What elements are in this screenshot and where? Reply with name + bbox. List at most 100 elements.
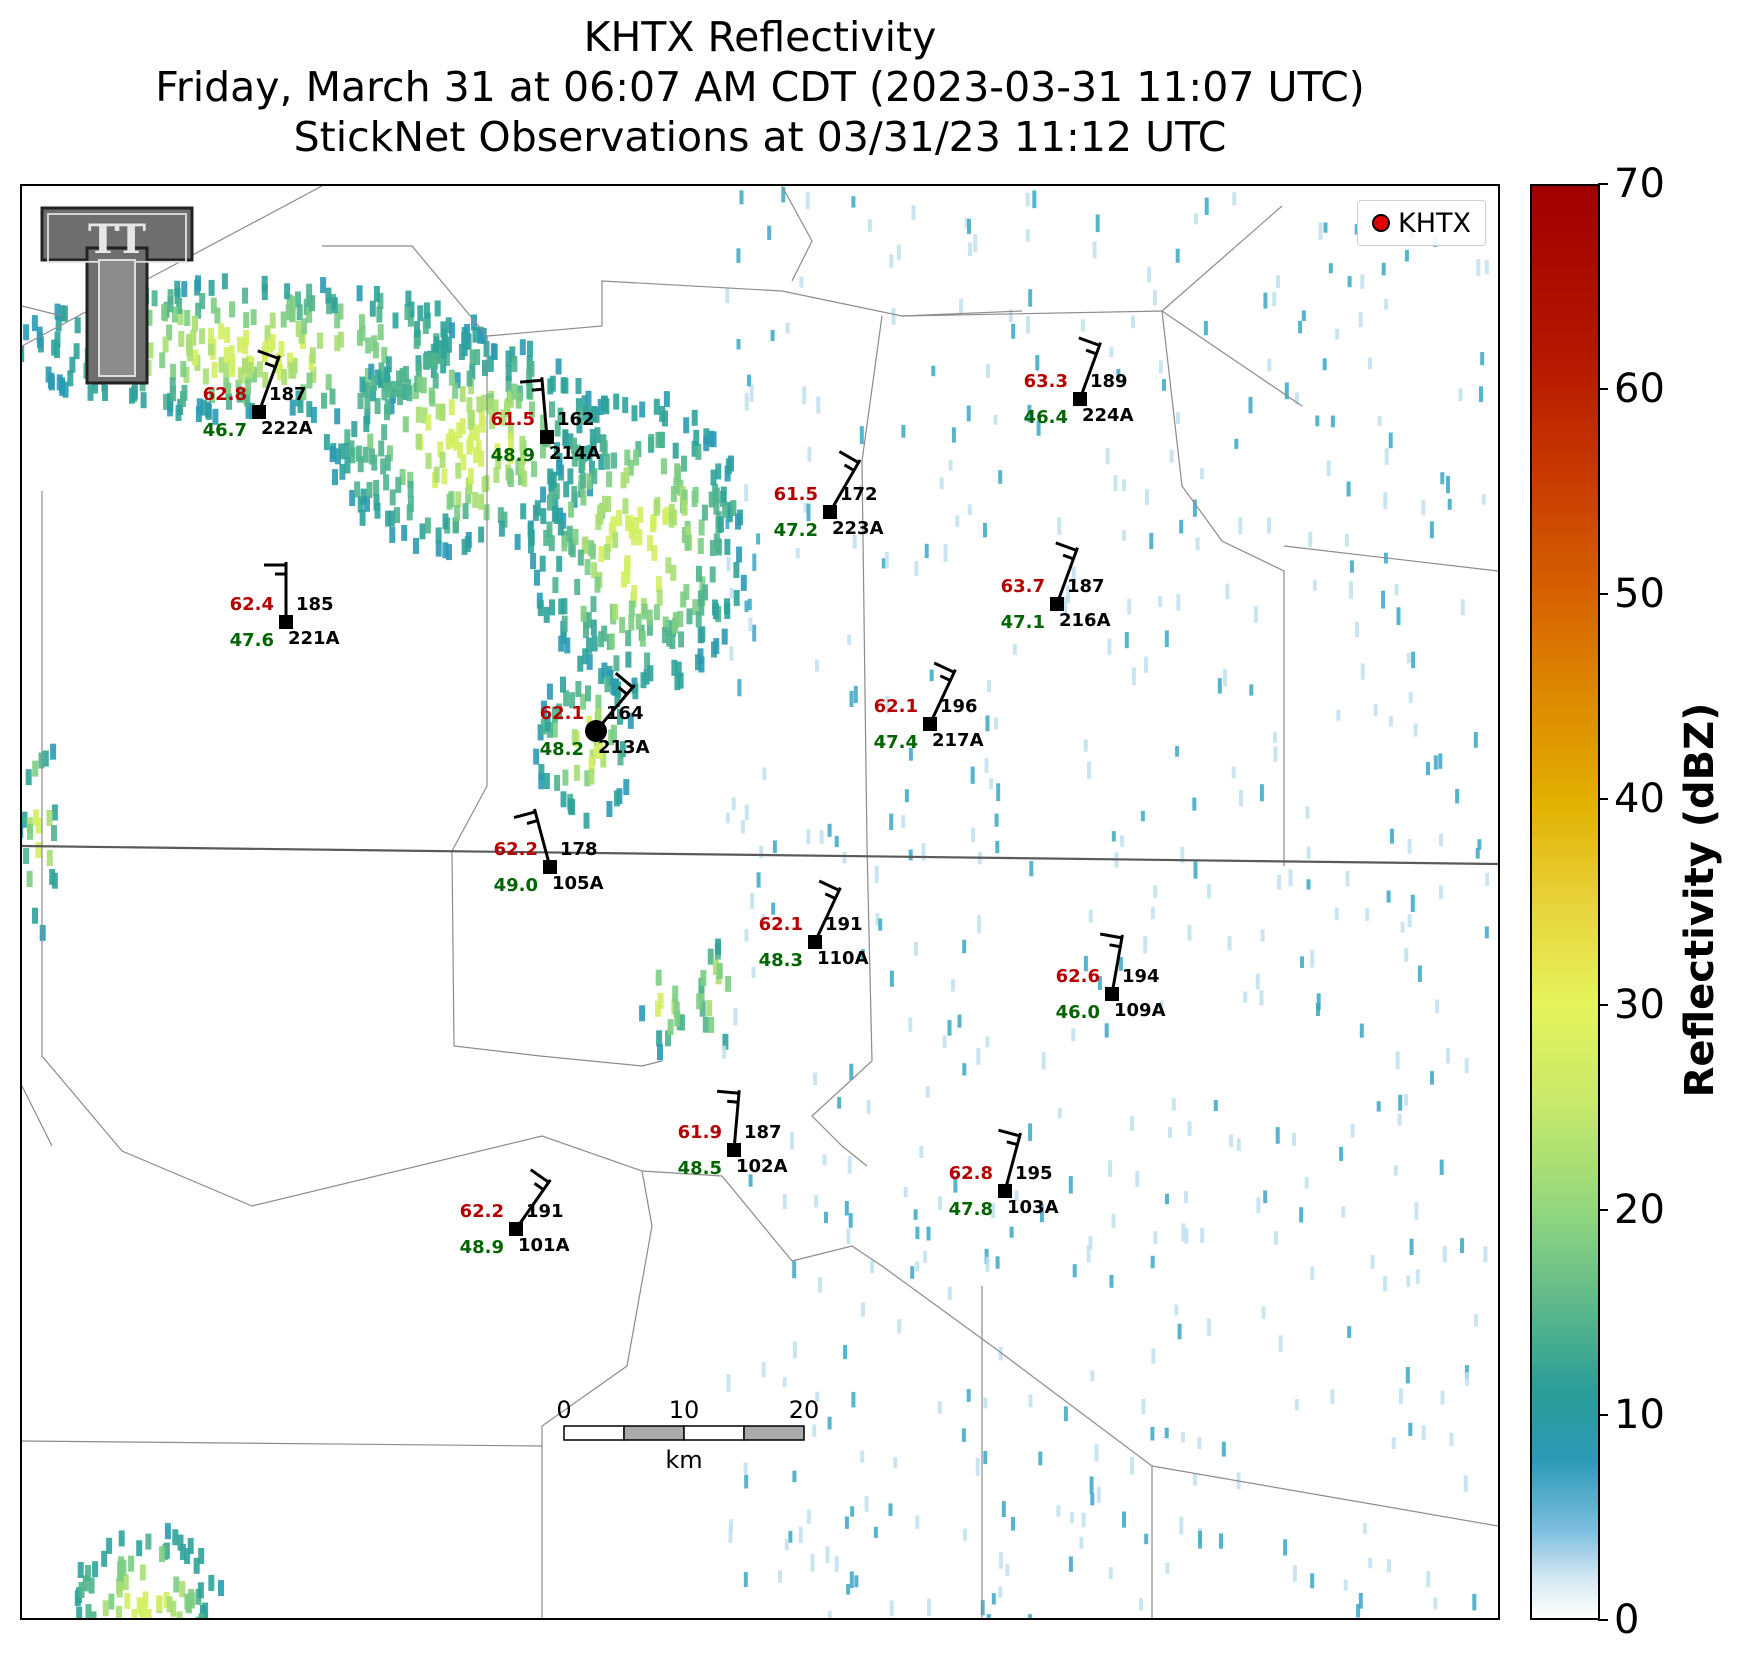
echo-speck bbox=[1409, 1238, 1414, 1256]
echo-speck bbox=[985, 715, 990, 732]
echo-cell bbox=[530, 553, 537, 569]
echo-cell bbox=[528, 360, 535, 377]
echo-cell bbox=[623, 467, 630, 484]
echo-cell bbox=[582, 648, 589, 665]
echo-cell bbox=[605, 496, 612, 513]
echo-cell bbox=[647, 665, 654, 682]
echo-cell bbox=[459, 386, 466, 402]
station-103A[interactable]: 62.8 195 47.8 103A bbox=[949, 1128, 1059, 1220]
echo-speck bbox=[1239, 790, 1243, 807]
echo-speck bbox=[996, 783, 1001, 802]
echo-cell bbox=[399, 367, 406, 384]
echo-speck bbox=[1174, 1304, 1179, 1316]
echo-cell bbox=[575, 681, 582, 697]
echo-cell bbox=[551, 721, 558, 738]
echo-cell bbox=[101, 1550, 108, 1567]
station-110A[interactable]: 62.1 191 48.3 110A bbox=[759, 879, 869, 971]
echo-speck bbox=[1355, 622, 1359, 638]
echo-speck bbox=[931, 365, 936, 377]
echo-cell bbox=[73, 343, 80, 360]
echo-cell bbox=[595, 708, 602, 725]
echo-cell bbox=[118, 1530, 125, 1547]
echo-cell bbox=[696, 565, 702, 582]
county-line bbox=[901, 310, 1023, 317]
echo-cell bbox=[416, 376, 423, 393]
station-217A[interactable]: 62.1 196 47.4 217A bbox=[874, 661, 984, 753]
echo-speck bbox=[987, 680, 991, 693]
echo-cell bbox=[441, 328, 448, 345]
echo-speck bbox=[1130, 1456, 1135, 1475]
echo-cell bbox=[208, 1574, 215, 1591]
echo-speck bbox=[1376, 1101, 1381, 1112]
echo-speck bbox=[1343, 1579, 1348, 1591]
echo-cell bbox=[519, 435, 526, 452]
echo-speck bbox=[739, 190, 744, 205]
radar-map[interactable]: 62.8 187 46.7 222A 61.5 162 48.9 214A 63.3 189 46.… bbox=[20, 184, 1500, 1620]
station-109A[interactable]: 62.6 194 46.0 109A bbox=[1056, 932, 1166, 1023]
echo-speck bbox=[908, 1017, 913, 1032]
echo-speck bbox=[1480, 352, 1485, 366]
station-105A[interactable]: 62.2 178 49.0 105A bbox=[494, 808, 604, 896]
echo-cell bbox=[170, 363, 177, 380]
echo-cell bbox=[397, 389, 404, 406]
echo-cell bbox=[306, 401, 313, 418]
echo-cell bbox=[391, 380, 398, 397]
station-216A[interactable]: 63.7 187 47.1 216A bbox=[1001, 541, 1111, 633]
echo-cell bbox=[59, 305, 66, 322]
echo-cell bbox=[124, 1592, 131, 1609]
echo-speck bbox=[1204, 197, 1209, 215]
echo-speck bbox=[1217, 678, 1222, 694]
echo-cell bbox=[458, 344, 465, 360]
colorbar-tick bbox=[1598, 183, 1608, 185]
station-102A[interactable]: 61.9 187 48.5 102A bbox=[678, 1089, 788, 1179]
echo-speck bbox=[1381, 590, 1386, 609]
echo-cell bbox=[569, 799, 576, 816]
wind-barb-staff bbox=[813, 886, 842, 943]
echo-cell bbox=[406, 385, 413, 402]
station-221A[interactable]: 62.4 185 47.6 221A bbox=[230, 562, 340, 651]
echo-cell bbox=[471, 314, 477, 331]
echo-cell bbox=[697, 590, 704, 607]
echo-speck bbox=[1358, 1593, 1363, 1609]
station-id: 222A bbox=[261, 418, 313, 439]
echo-speck bbox=[1068, 1176, 1073, 1194]
station-dewpoint: 47.1 bbox=[1001, 612, 1045, 633]
echo-cell bbox=[586, 653, 593, 670]
echo-cell bbox=[462, 503, 469, 520]
echo-speck bbox=[731, 797, 736, 811]
echo-cell bbox=[23, 324, 30, 341]
echo-cell bbox=[170, 385, 177, 402]
echo-cell bbox=[701, 504, 708, 521]
echo-speck bbox=[1373, 704, 1378, 717]
station-214A[interactable]: 61.5 162 48.9 214A bbox=[491, 377, 601, 466]
echo-speck bbox=[1421, 1425, 1426, 1440]
echo-cell bbox=[454, 372, 461, 389]
echo-cell bbox=[543, 530, 550, 546]
echo-speck bbox=[806, 1509, 811, 1524]
colorbar-tick-label: 0 bbox=[1614, 1597, 1640, 1643]
echo-speck bbox=[762, 767, 767, 781]
echo-cell bbox=[145, 1533, 152, 1550]
echo-cell bbox=[580, 605, 587, 622]
echo-speck bbox=[1011, 1517, 1015, 1531]
echo-cell bbox=[287, 352, 293, 369]
echo-speck bbox=[921, 843, 926, 861]
echo-cell bbox=[657, 992, 664, 1009]
echo-speck bbox=[1377, 415, 1382, 426]
echo-cell bbox=[442, 513, 449, 530]
echo-cell bbox=[696, 993, 703, 1010]
station-101A[interactable]: 62.2 191 48.9 101A bbox=[460, 1168, 570, 1258]
echo-speck bbox=[805, 192, 810, 210]
station-temp: 62.2 bbox=[494, 839, 538, 860]
echo-cell bbox=[295, 291, 301, 308]
station-222A[interactable]: 62.8 187 46.7 222A bbox=[203, 349, 313, 441]
echo-cell bbox=[553, 508, 560, 524]
station-213A[interactable]: 62.1 164 48.2 213A bbox=[540, 672, 650, 760]
echo-cell bbox=[147, 342, 154, 359]
station-223A[interactable]: 61.5 172 47.2 223A bbox=[774, 450, 884, 541]
station-224A[interactable]: 63.3 189 46.4 224A bbox=[1024, 336, 1134, 428]
echo-speck bbox=[1398, 1094, 1403, 1111]
echo-cell bbox=[49, 868, 56, 885]
echo-speck bbox=[1243, 991, 1248, 1003]
echo-cell bbox=[709, 566, 716, 583]
